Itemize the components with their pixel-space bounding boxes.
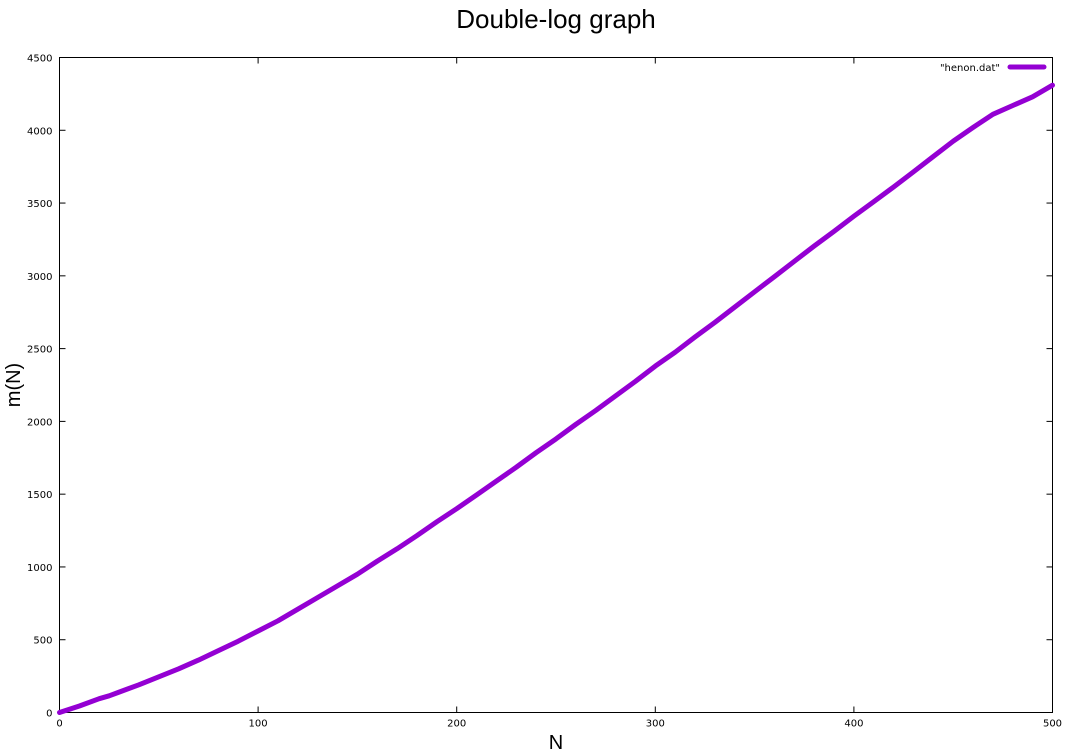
x-tick-label: 500	[1043, 719, 1062, 730]
legend-label: "henon.dat"	[940, 63, 1000, 74]
y-axis-label: m(N)	[3, 363, 25, 407]
x-tick-label: 200	[447, 719, 466, 730]
plot-frame	[59, 57, 1053, 713]
y-tick-label: 2500	[27, 345, 52, 356]
x-tick-label: 400	[844, 719, 863, 730]
series-layer	[57, 82, 1055, 715]
y-tick-label: 1000	[27, 563, 52, 574]
x-tick-label: 0	[56, 719, 62, 730]
series-line-0	[57, 82, 1055, 715]
y-tick-label: 1500	[27, 490, 52, 501]
chart-title: Double-log graph	[456, 4, 655, 34]
x-tick-label: 100	[249, 719, 268, 730]
x-axis-label: N	[549, 732, 563, 750]
y-tick-label: 2000	[27, 417, 52, 428]
y-tick-label: 3000	[27, 272, 52, 283]
legend: "henon.dat"	[940, 63, 1047, 74]
y-tick-label: 500	[33, 636, 52, 647]
x-tick-label: 300	[646, 719, 665, 730]
y-tick-label: 3500	[27, 199, 52, 210]
ticks: 0 100 200 300 400 500 0 500 1000 1500 2000 2500 3000…	[27, 54, 1062, 730]
y-tick-label: 4500	[27, 54, 52, 65]
y-tick-label: 4000	[27, 126, 52, 137]
y-tick-label: 0	[46, 709, 52, 720]
